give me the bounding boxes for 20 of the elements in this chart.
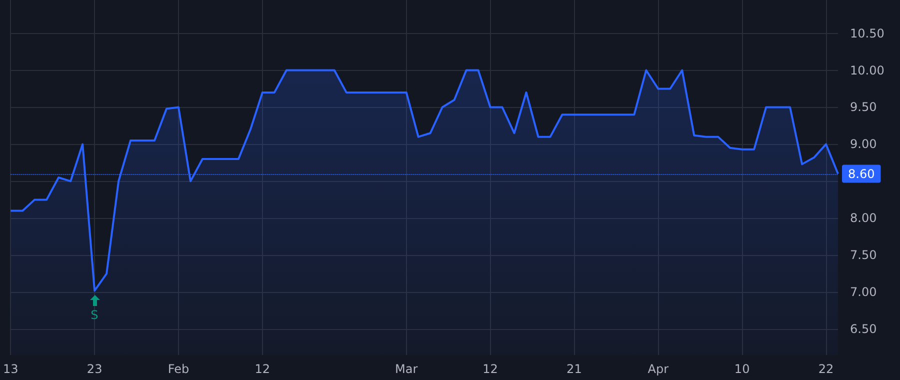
y-tick-label: 8.00 [850,211,877,226]
y-tick-label: 6.50 [850,322,877,336]
y-tick-label: 7.00 [850,285,877,300]
x-tick-label: Mar [395,362,418,376]
x-tick-label: 12 [254,362,270,376]
y-tick-label: 9.00 [850,137,877,152]
y-tick-label: 10.50 [850,26,884,40]
y-tick-label: 10.00 [850,63,884,78]
x-tick-label: Feb [168,362,190,376]
x-tick-label: 10 [734,362,750,376]
x-tick-label: 22 [818,362,834,376]
annotation: S [90,308,98,322]
ref-line-label: 8.60 [848,166,875,181]
x-tick-label: Apr [648,362,669,376]
x-tick-label: 21 [566,362,582,376]
x-tick-label: 13 [2,362,18,376]
y-tick-label: 9.50 [850,100,877,114]
y-tick-label: 7.50 [850,248,877,262]
x-tick-label: 23 [86,362,102,376]
x-tick-label: 12 [482,362,498,376]
